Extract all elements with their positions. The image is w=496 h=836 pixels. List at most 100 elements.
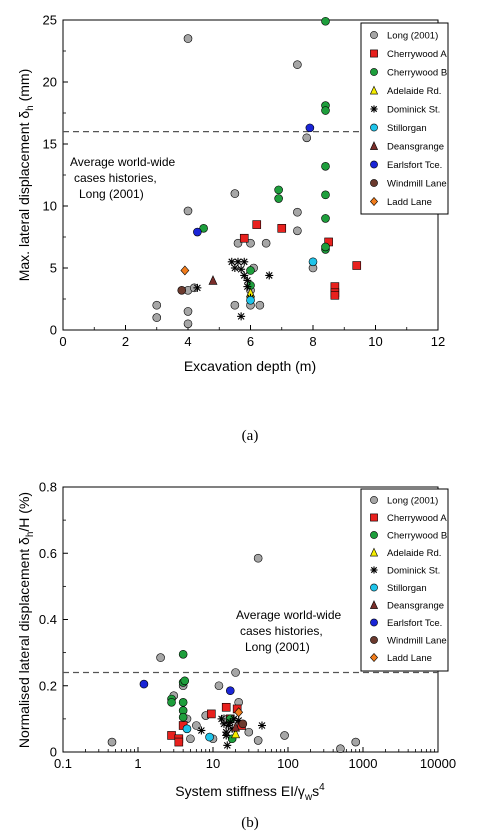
long-2001-point [183,206,193,216]
x-tick-label: 8 [309,334,316,349]
legend-label-cherrywood-b: Cherrywood B [387,531,447,542]
cherrywood-b-point [246,266,255,275]
legend-marker-stillorgan [370,123,378,132]
legend-label-stillorgan: Stillorgan [387,123,427,134]
long-2001-point [183,34,193,43]
chart-a: 0 2 4 6 8 10 12 0 5 10 15 20 25 Average world-wide c… [16,13,449,444]
legend-marker-long-2001 [370,31,378,39]
stillorgan-point [205,732,214,742]
legend-marker-ladd-lane [370,652,378,663]
cherrywood-b-point [199,224,208,233]
x-tick-label: 0.1 [54,756,72,771]
stillorgan-point [308,257,318,267]
long-2001-point [253,736,263,745]
dominick-st-point [230,264,239,272]
legend-marker-stillorgan [370,583,378,592]
y-axis-label-a: Max. lateral displacement δh (mm) [16,69,36,282]
x-tick-label: 10 [206,756,220,771]
dominick-st-point [193,283,202,292]
legend-marker-windmill-lane [370,636,378,644]
legend-marker-adelaide-rd [369,85,379,95]
earlsfort-tce-point [193,227,202,237]
legend-label-deansgrange: Deansgrange [387,142,444,153]
cherrywood-b-point [180,676,190,686]
legend-marker-deansgrange [369,141,379,150]
earlsfort-tce-point [305,123,315,133]
data-points-b [107,553,361,753]
long-2001-point [253,553,263,563]
y-tick-label: 0 [50,323,57,338]
long-2001-point [186,734,195,744]
chart-b: 0.1 1 10 100 1000 10000 0 0.2 0.4 0.6 0.8 Average … [16,480,456,832]
y-axis-label-b: Normalised lateral displacement δh/H (%) [16,492,36,748]
y-tick-label: 0.2 [39,678,57,693]
legend-marker-earlsfort-tce [370,618,378,627]
windmill-lane-point [238,719,248,729]
annotation-line-3-a: Long (2001) [79,187,144,201]
legend-marker-long-2001 [370,496,378,504]
legend-a: Long (2001) Cherrywood A Cherrywood B Adela… [360,22,449,215]
cherrywood-b-point [274,185,283,195]
dominick-st-point [240,271,249,280]
x-axis-label-a: Excavation depth (m) [184,358,316,374]
y-tick-label: 15 [43,137,57,152]
long-2001-point [351,737,361,747]
legend-label-ladd-lane: Ladd Lane [387,653,432,664]
y-tick-label: 0 [50,745,57,760]
stillorgan-point [246,295,255,305]
cherrywood-a-point [330,290,340,300]
long-2001-point [231,668,240,677]
cherrywood-b-point [274,194,283,203]
long-2001-point [214,681,224,691]
cherrywood-a-point [167,731,176,740]
panel-label-b: (b) [241,815,259,831]
long-2001-point [336,744,345,753]
axis-ticks-b: 0.1 1 10 100 1000 10000 0 0.2 0.4 0.6 0.8 [39,480,456,772]
x-tick-label: 6 [247,334,254,349]
cherrywood-b-point [178,698,188,707]
long-2001-point [293,226,302,236]
annotation-line-1-b: Average world-wide [236,608,341,622]
dominick-st-point [197,726,206,735]
cherrywood-a-point [221,702,231,712]
dominick-st-point [223,741,232,750]
legend-marker-cherrywood-b [370,531,378,539]
long-2001-point [293,207,302,217]
y-tick-label: 20 [43,75,57,90]
earlsfort-tce-point [225,686,235,696]
annotation-line-1-a: Average world-wide [70,155,175,169]
cherrywood-b-point [321,106,330,115]
dominick-st-point [226,718,235,727]
cherrywood-a-point [277,224,287,233]
legend-label-cherrywood-b: Cherrywood B [387,68,447,79]
legend-label-long-2001: Long (2001) [387,496,438,507]
annotation-line-2-b: cases histories, [240,624,323,638]
dominick-st-point [240,257,249,266]
legend-marker-cherrywood-a [370,49,378,58]
dominick-st-point [265,271,274,280]
legend-marker-windmill-lane [370,179,378,187]
annotation-line-3-b: Long (2001) [245,640,310,654]
dominick-st-point [237,265,246,274]
dominick-st-point [243,282,252,291]
legend-marker-cherrywood-a [370,513,378,522]
legend-label-deansgrange: Deansgrange [387,601,444,612]
y-tick-label: 25 [43,13,57,28]
legend-marker-earlsfort-tce [370,160,378,169]
long-2001-point [230,189,240,198]
long-2001-point [152,300,162,310]
long-2001-point [280,731,289,740]
long-2001-point [183,319,193,329]
legend-label-earlsfort-tce: Earlsfort Tce. [387,618,442,629]
long-2001-point [293,60,302,69]
cherrywood-b-point [178,712,188,722]
stillorgan-point [182,724,192,734]
data-points-a [152,16,362,329]
legend-b: Long (2001) Cherrywood A Cherrywood B Adela… [360,488,449,672]
legend-label-cherrywood-a: Cherrywood A [387,513,447,524]
long-2001-point [244,727,254,737]
x-axis-label-b: System stiffness EI/γws4 [175,782,325,803]
cherrywood-b-point [178,649,188,659]
legend-label-dominick-st: Dominick St. [387,566,440,577]
cherrywood-a-point [174,737,184,747]
